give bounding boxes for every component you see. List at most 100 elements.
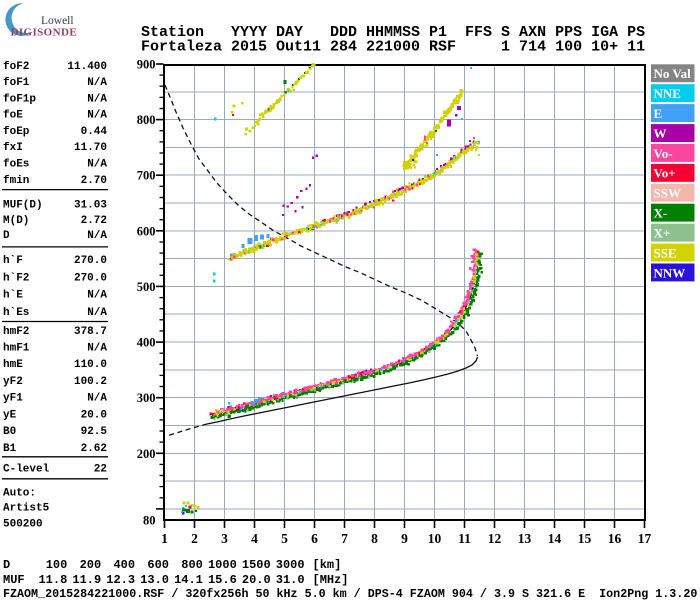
svg-text:100: 100 <box>46 558 68 572</box>
svg-text:110.0: 110.0 <box>74 359 107 371</box>
svg-text:15.6: 15.6 <box>208 573 237 587</box>
svg-text:4: 4 <box>251 531 258 546</box>
svg-text:Vo+: Vo+ <box>654 166 676 181</box>
svg-text:12.3: 12.3 <box>106 573 135 587</box>
svg-text:16: 16 <box>608 531 622 546</box>
svg-text:Vo-: Vo- <box>654 146 673 161</box>
svg-text:270.0: 270.0 <box>74 272 107 284</box>
svg-text:foF2: foF2 <box>3 61 29 73</box>
svg-text:B0: B0 <box>3 426 16 438</box>
svg-text:1500: 1500 <box>242 558 271 572</box>
svg-text:11.400: 11.400 <box>67 61 107 73</box>
svg-text:DIGISONDE: DIGISONDE <box>11 27 78 39</box>
svg-text:11: 11 <box>458 531 471 546</box>
svg-text:11.9: 11.9 <box>72 573 101 587</box>
svg-text:600: 600 <box>137 224 156 238</box>
svg-text:yF1: yF1 <box>3 393 23 405</box>
svg-text:2.62: 2.62 <box>81 443 107 455</box>
svg-text:600: 600 <box>147 558 169 572</box>
svg-text:500200: 500200 <box>3 519 43 531</box>
svg-text:3: 3 <box>221 531 228 546</box>
svg-text:foF1p: foF1p <box>3 93 36 105</box>
svg-text:14.1: 14.1 <box>174 573 203 587</box>
svg-text:400: 400 <box>137 336 156 350</box>
svg-text:N/A: N/A <box>87 159 107 171</box>
svg-text:2.70: 2.70 <box>81 175 107 187</box>
svg-text:fxI: fxI <box>3 142 23 154</box>
svg-text:13.0: 13.0 <box>140 573 169 587</box>
svg-text:2: 2 <box>191 531 198 546</box>
svg-text:31.0: 31.0 <box>276 573 305 587</box>
svg-text:20.0: 20.0 <box>242 573 271 587</box>
svg-text:80: 80 <box>143 514 156 528</box>
svg-text:400: 400 <box>113 558 135 572</box>
svg-text:foF1: foF1 <box>3 77 30 89</box>
svg-text:foEs: foEs <box>3 159 29 171</box>
svg-text:N/A: N/A <box>87 290 107 302</box>
svg-text:N/A: N/A <box>87 93 107 105</box>
svg-text:11.70: 11.70 <box>74 142 107 154</box>
svg-text:15: 15 <box>578 531 592 546</box>
svg-text:10: 10 <box>428 531 442 546</box>
svg-text:W: W <box>654 126 667 141</box>
svg-text:1: 1 <box>161 531 168 546</box>
svg-text:8: 8 <box>371 531 378 546</box>
svg-text:[MHz]: [MHz] <box>313 573 349 587</box>
svg-text:FZAOM_2015284221000.RSF / 320f: FZAOM_2015284221000.RSF / 320fx256h 50 k… <box>3 587 697 600</box>
svg-text:1000: 1000 <box>208 558 237 572</box>
svg-text:Lowell: Lowell <box>41 15 74 27</box>
svg-text:h`F: h`F <box>3 255 23 267</box>
svg-text:378.7: 378.7 <box>74 326 107 338</box>
svg-text:200: 200 <box>80 558 102 572</box>
svg-text:0.44: 0.44 <box>81 126 108 138</box>
svg-text:92.5: 92.5 <box>81 426 108 438</box>
svg-text:h`E: h`E <box>3 290 23 302</box>
svg-text:900: 900 <box>137 58 156 72</box>
svg-text:M(D): M(D) <box>3 215 29 227</box>
svg-text:D: D <box>3 230 10 242</box>
svg-text:7: 7 <box>341 531 348 546</box>
svg-text:NNE: NNE <box>654 86 681 101</box>
svg-text:SSW: SSW <box>654 186 681 201</box>
svg-text:Artist5: Artist5 <box>3 503 50 515</box>
svg-text:N/A: N/A <box>87 307 107 319</box>
svg-text:X+: X+ <box>654 226 671 241</box>
svg-text:500: 500 <box>137 280 156 294</box>
svg-text:h`F2: h`F2 <box>3 272 29 284</box>
svg-text:fmin: fmin <box>3 175 29 187</box>
svg-text:C-level: C-level <box>3 464 50 476</box>
svg-text:E: E <box>654 106 663 121</box>
svg-text:NNW: NNW <box>654 265 686 280</box>
svg-text:Auto:: Auto: <box>3 488 36 500</box>
svg-text:N/A: N/A <box>87 77 107 89</box>
svg-text:12: 12 <box>488 531 502 546</box>
svg-text:300: 300 <box>137 391 156 405</box>
svg-text:22: 22 <box>94 464 107 476</box>
svg-text:800: 800 <box>137 113 156 127</box>
svg-text:6: 6 <box>311 531 318 546</box>
svg-text:31.03: 31.03 <box>74 199 107 211</box>
svg-text:yF2: yF2 <box>3 376 23 388</box>
svg-text:foE: foE <box>3 110 23 122</box>
svg-text:hmF2: hmF2 <box>3 326 29 338</box>
svg-text:14: 14 <box>548 531 562 546</box>
svg-text:700: 700 <box>137 169 156 183</box>
svg-text:N/A: N/A <box>87 393 107 405</box>
svg-text:D: D <box>3 558 10 572</box>
svg-text:hmE: hmE <box>3 359 23 371</box>
svg-text:No Val: No Val <box>654 66 692 81</box>
svg-text:5: 5 <box>281 531 288 546</box>
svg-text:Fortaleza 2015 Out11 284 22100: Fortaleza 2015 Out11 284 221000 RSF 1 71… <box>141 38 645 55</box>
svg-text:11.8: 11.8 <box>38 573 67 587</box>
svg-text:200: 200 <box>137 447 156 461</box>
svg-text:N/A: N/A <box>87 343 107 355</box>
svg-text:3000: 3000 <box>276 558 305 572</box>
svg-text:X-: X- <box>654 206 668 221</box>
svg-text:N/A: N/A <box>87 110 107 122</box>
svg-text:800: 800 <box>181 558 203 572</box>
svg-text:MUF: MUF <box>3 573 25 587</box>
svg-text:B1: B1 <box>3 443 17 455</box>
svg-text:270.0: 270.0 <box>74 255 107 267</box>
svg-text:hmF1: hmF1 <box>3 343 30 355</box>
svg-text:N/A: N/A <box>87 230 107 242</box>
